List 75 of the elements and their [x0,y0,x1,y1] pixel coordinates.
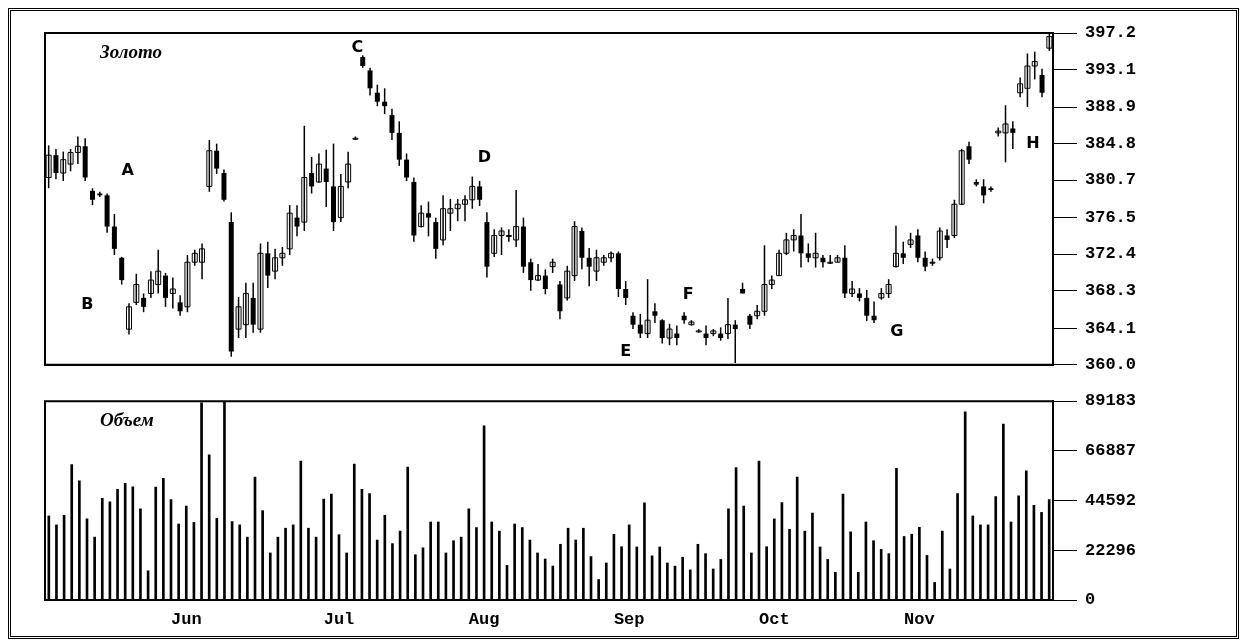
x-tick-label: Jun [170,610,202,630]
annotation: A [121,159,135,179]
candlestick [966,141,972,165]
candlestick [623,280,629,306]
candlestick [542,268,548,296]
y-tick-label: 22296 [1085,540,1137,560]
candlestick [703,324,709,346]
candlestick [337,173,344,223]
candlestick [374,83,380,107]
candlestick [126,302,132,336]
text: Объем [100,409,154,431]
candlestick [864,289,870,322]
annotation: H [1026,133,1040,153]
candlestick [206,139,213,193]
candlestick [315,152,322,184]
candlestick [367,67,373,97]
y-tick-label: 0 [1085,590,1096,610]
candlestick [988,185,994,193]
annotation: C [351,37,364,57]
x-tick-label: Nov [904,610,935,630]
candlestick [1039,67,1045,98]
y-tick-label: 397.2 [1085,23,1137,43]
candlestick [981,178,987,205]
annotation: D [477,146,492,166]
candlestick [528,257,534,292]
x-tick-label: Jul [323,610,355,630]
y-tick-label: 384.8 [1085,133,1137,153]
annotation: G [890,320,904,340]
annotation: B [81,294,94,314]
y-tick-label: 376.5 [1085,207,1137,227]
candlestick [309,156,315,195]
candlestick [119,256,125,286]
candlestick [477,180,483,207]
candlestick [345,150,352,189]
y-tick-label: 66887 [1085,441,1137,461]
candlestick [681,311,687,325]
chart-title: Золото [99,40,162,62]
x-tick-label: Sep [613,610,645,630]
x-tick-label: Aug [468,610,500,630]
candlestick [936,226,943,262]
y-tick-label: 44592 [1085,490,1137,510]
x-tick-label: Oct [758,610,790,630]
candlestick [389,108,395,141]
candlestick [111,213,117,256]
y-tick-label: 380.7 [1085,170,1137,190]
candlestick [169,276,176,310]
y-tick-label: 393.1 [1085,59,1137,79]
candlestick [871,300,877,324]
y-tick-label: 364.1 [1085,318,1137,338]
candlestick [849,280,856,298]
y-tick-label: 89183 [1085,391,1137,411]
candlestick [141,292,147,313]
candlestick [418,204,425,229]
candlestick [404,152,410,182]
candlestick [535,263,542,282]
candlestick [323,149,329,208]
candlestick [900,240,906,265]
y-tick-label: 388.9 [1085,97,1137,117]
y-tick-label: 368.3 [1085,281,1137,301]
candlestick [798,213,804,269]
candlestick [214,142,220,175]
candlestick [286,204,293,256]
candlestick [425,200,431,238]
y-tick-label: 360.0 [1085,355,1137,375]
annotation: E [620,340,632,360]
candlestick [163,272,169,308]
candlestick [652,302,658,324]
candlestick [892,224,899,269]
annotation: F [682,284,694,304]
y-tick-label: 372.4 [1085,244,1137,264]
candlestick [382,87,388,115]
candlestick [885,278,892,299]
candlestick [820,254,826,269]
candlestick [724,297,731,340]
candlestick [133,273,140,306]
